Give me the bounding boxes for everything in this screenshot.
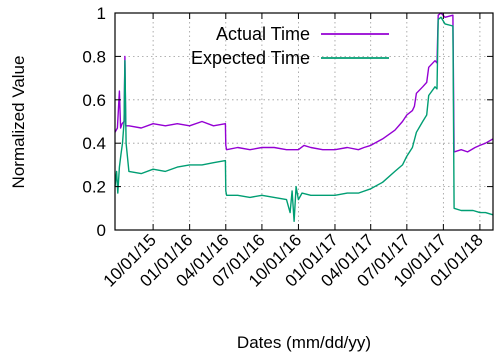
y-tick-label: 0 bbox=[97, 221, 106, 240]
y-tick-label: 0.6 bbox=[82, 91, 106, 110]
y-tick-label: 0.2 bbox=[82, 178, 106, 197]
y-tick-label: 0.4 bbox=[82, 134, 106, 153]
y-tick-label: 0.8 bbox=[82, 47, 106, 66]
grid-layer bbox=[115, 13, 493, 230]
series-line-expected-time bbox=[114, 16, 494, 222]
series-layer bbox=[114, 12, 494, 222]
legend-label-actual-time: Actual Time bbox=[216, 24, 310, 44]
plot-frame bbox=[114, 12, 494, 231]
x-axis-title: Dates (mm/dd/yy) bbox=[237, 333, 371, 352]
legend-label-expected-time: Expected Time bbox=[191, 48, 310, 68]
legend: Actual Time Expected Time bbox=[191, 24, 389, 68]
tick-layer: 00.20.40.60.8110/01/1501/01/1604/01/1607… bbox=[82, 4, 493, 291]
y-axis-title: Normalized Value bbox=[9, 56, 28, 189]
y-tick-label: 1 bbox=[97, 4, 106, 23]
